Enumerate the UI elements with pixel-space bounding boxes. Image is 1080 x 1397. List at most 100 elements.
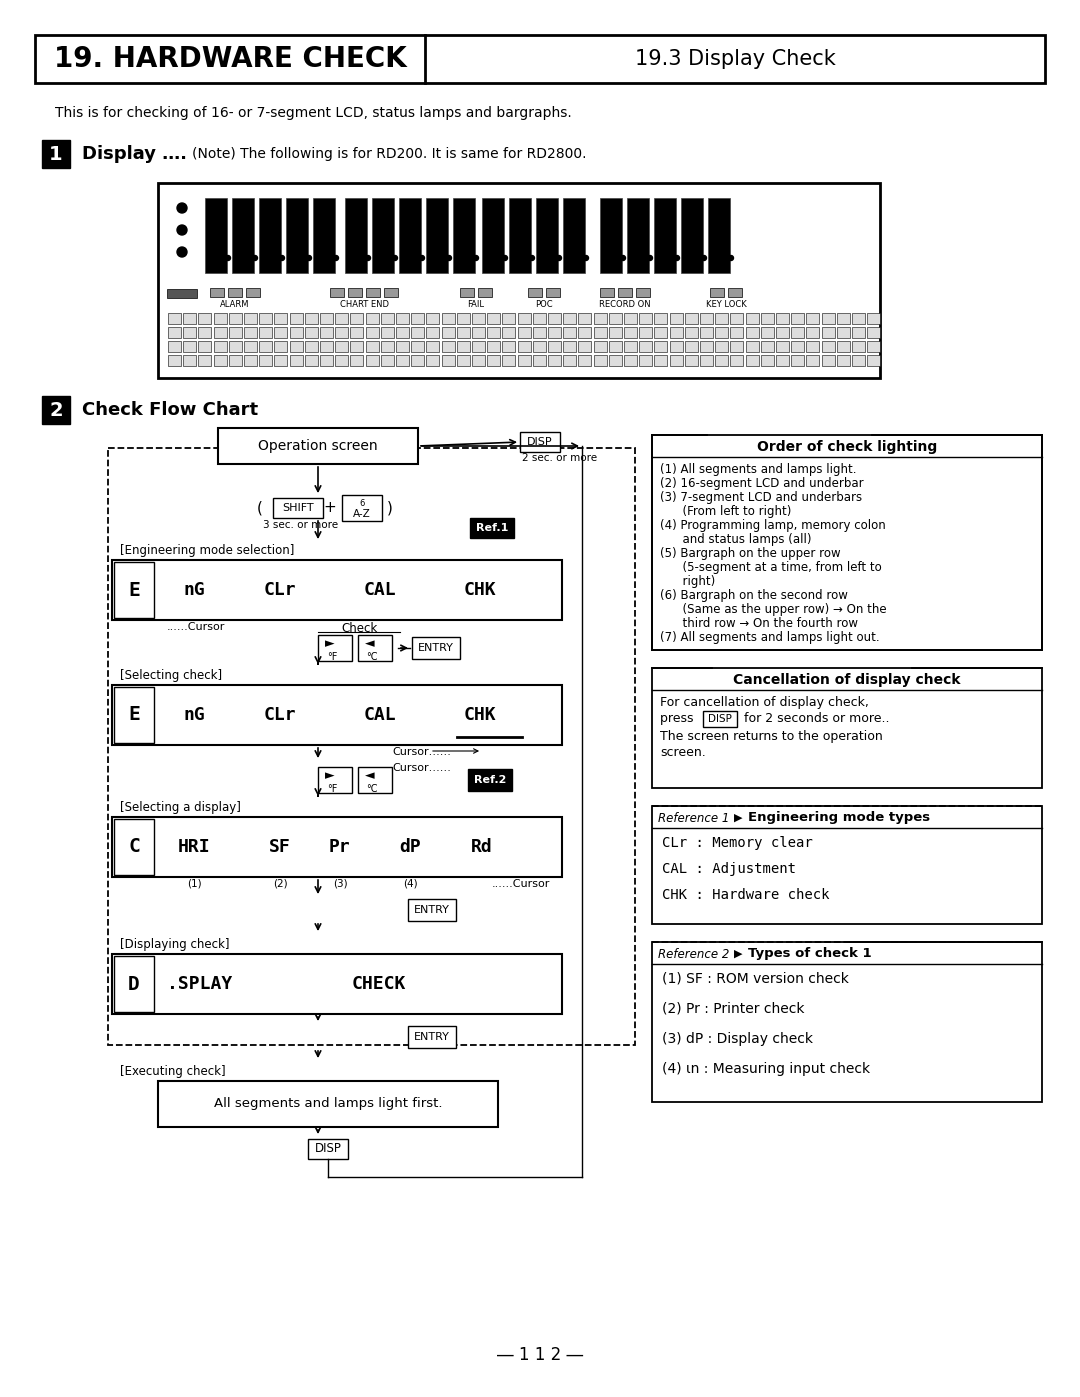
Circle shape xyxy=(702,256,706,260)
Bar xyxy=(350,341,363,352)
Bar xyxy=(502,341,515,352)
Text: (3): (3) xyxy=(333,879,348,888)
Text: (1) All segments and lamps light.: (1) All segments and lamps light. xyxy=(660,462,856,476)
Text: (3) dP : Display check: (3) dP : Display check xyxy=(662,1032,813,1046)
Bar xyxy=(259,327,272,338)
Bar xyxy=(822,313,835,324)
Bar xyxy=(320,341,333,352)
Bar xyxy=(259,341,272,352)
Bar xyxy=(594,341,607,352)
Bar xyxy=(366,327,379,338)
Bar xyxy=(618,288,632,298)
Bar xyxy=(852,341,865,352)
Bar xyxy=(408,900,456,921)
Bar xyxy=(548,341,561,352)
Text: (7) All segments and lamps light out.: (7) All segments and lamps light out. xyxy=(660,631,879,644)
Circle shape xyxy=(177,203,187,212)
Bar xyxy=(670,313,683,324)
Text: ALARM: ALARM xyxy=(220,300,249,309)
Bar xyxy=(350,327,363,338)
Bar xyxy=(289,313,302,324)
Bar xyxy=(609,355,622,366)
Bar xyxy=(442,355,455,366)
Text: ......Cursor: ......Cursor xyxy=(492,879,551,888)
Bar xyxy=(624,341,637,352)
Text: All segments and lamps light first.: All segments and lamps light first. xyxy=(214,1098,442,1111)
Bar xyxy=(703,711,737,726)
Bar xyxy=(654,313,667,324)
Bar xyxy=(807,341,820,352)
Bar xyxy=(670,355,683,366)
Bar xyxy=(867,313,880,324)
Text: screen.: screen. xyxy=(660,746,705,759)
Text: Pr: Pr xyxy=(329,838,351,856)
Bar xyxy=(199,313,212,324)
Bar xyxy=(42,395,70,425)
Bar xyxy=(210,288,224,298)
Text: ▶: ▶ xyxy=(734,813,743,823)
Bar xyxy=(114,562,154,617)
Bar xyxy=(199,341,212,352)
Circle shape xyxy=(675,256,679,260)
Text: 3 sec. or more: 3 sec. or more xyxy=(264,520,338,529)
Text: CLr: CLr xyxy=(264,581,296,599)
Bar xyxy=(867,341,880,352)
Bar xyxy=(579,327,592,338)
Bar xyxy=(807,327,820,338)
Bar xyxy=(600,288,615,298)
Bar xyxy=(381,341,394,352)
Bar xyxy=(259,198,281,272)
Bar xyxy=(112,954,562,1014)
Bar xyxy=(609,341,622,352)
Text: RECORD ON: RECORD ON xyxy=(599,300,651,309)
Bar xyxy=(792,313,805,324)
Bar xyxy=(636,288,650,298)
Text: 1: 1 xyxy=(50,144,63,163)
Text: E: E xyxy=(129,581,140,599)
Bar xyxy=(563,313,577,324)
Bar xyxy=(681,198,703,272)
Bar xyxy=(320,313,333,324)
Text: Reference 1: Reference 1 xyxy=(658,812,729,824)
Bar xyxy=(760,327,773,338)
Bar xyxy=(218,427,418,464)
Circle shape xyxy=(392,256,397,260)
Bar xyxy=(427,327,440,338)
Bar xyxy=(229,313,242,324)
Bar xyxy=(710,288,724,298)
Bar xyxy=(730,341,743,352)
Bar xyxy=(822,355,835,366)
Text: Cancellation of display check: Cancellation of display check xyxy=(733,673,961,687)
Bar xyxy=(654,327,667,338)
Bar xyxy=(350,313,363,324)
Text: D: D xyxy=(129,975,140,993)
Bar xyxy=(470,518,514,538)
Text: (: ( xyxy=(257,500,262,515)
Bar xyxy=(313,198,335,272)
Bar xyxy=(244,341,257,352)
Bar xyxy=(318,636,352,661)
Text: Rd: Rd xyxy=(471,838,492,856)
Bar xyxy=(745,341,758,352)
Bar xyxy=(548,355,561,366)
Text: (From left to right): (From left to right) xyxy=(660,504,792,518)
Text: +: + xyxy=(324,500,336,515)
Text: [Selecting a display]: [Selecting a display] xyxy=(120,800,241,814)
Circle shape xyxy=(280,256,284,260)
Bar xyxy=(609,327,622,338)
Text: ENTRY: ENTRY xyxy=(414,1032,450,1042)
Bar xyxy=(112,560,562,620)
Text: Operation screen: Operation screen xyxy=(258,439,378,453)
Text: .SPLAY: .SPLAY xyxy=(167,975,232,993)
Circle shape xyxy=(253,256,257,260)
Text: (5-segment at a time, from left to: (5-segment at a time, from left to xyxy=(660,562,881,574)
Circle shape xyxy=(177,225,187,235)
Text: [Engineering mode selection]: [Engineering mode selection] xyxy=(120,543,295,557)
Text: (4) ιn : Measuring input check: (4) ιn : Measuring input check xyxy=(662,1062,870,1076)
Text: CLr : Memory clear: CLr : Memory clear xyxy=(662,835,813,849)
Bar xyxy=(685,327,698,338)
Text: 19.3 Display Check: 19.3 Display Check xyxy=(635,49,835,68)
Bar xyxy=(274,313,287,324)
Bar xyxy=(411,355,424,366)
Text: ▶: ▶ xyxy=(734,949,743,958)
